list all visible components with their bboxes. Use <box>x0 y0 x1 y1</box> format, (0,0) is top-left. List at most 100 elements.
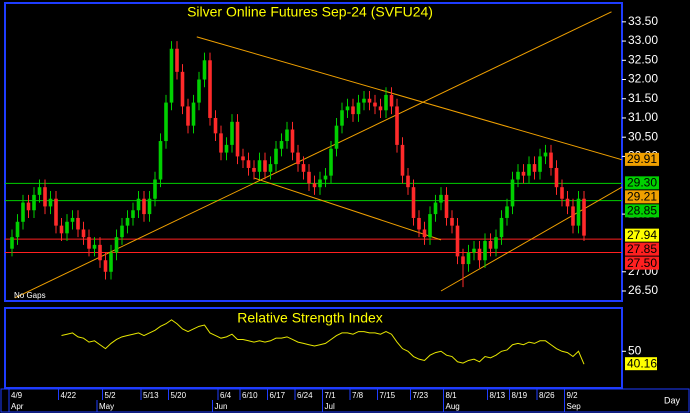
candle-body <box>488 241 493 249</box>
candle-body <box>10 237 14 249</box>
candle-body <box>351 106 355 115</box>
value-box-label: 28.85 <box>627 204 657 218</box>
value-box-label: 29.91 <box>627 152 657 166</box>
x-tick-label: 7/8 <box>352 391 364 400</box>
rsi-last-label: 40.16 <box>627 356 657 370</box>
candle-body <box>241 156 245 161</box>
candle-body <box>318 179 322 188</box>
value-box <box>625 152 659 166</box>
y-tick-label: 32.00 <box>628 72 658 86</box>
candle-body <box>180 71 185 107</box>
candle-body <box>417 217 421 230</box>
candle-body <box>54 198 58 226</box>
candle-body <box>109 252 113 272</box>
trendline <box>196 36 622 161</box>
candle-body <box>268 164 273 172</box>
candle-body <box>340 110 344 126</box>
x-tick-label: 7/23 <box>413 391 429 400</box>
candle-body <box>70 217 75 222</box>
candle-body <box>406 175 410 188</box>
rsi-last-box <box>625 357 657 371</box>
candle-body <box>131 210 135 218</box>
rsi-tick-label: 50 <box>628 343 642 357</box>
value-box <box>625 204 659 218</box>
candle-body <box>197 79 201 103</box>
candle-body <box>98 244 102 261</box>
x-tick-label: 5/13 <box>143 391 159 400</box>
candle-body <box>219 133 223 153</box>
candle-body <box>164 102 168 142</box>
corner-label: No Gaps <box>14 291 46 300</box>
y-tick-label: 26.50 <box>628 283 658 297</box>
y-tick-label: 33.00 <box>628 33 658 47</box>
value-box <box>625 176 659 190</box>
candle-body <box>384 94 388 111</box>
candle-body <box>477 248 482 261</box>
x-tick-label: 8/1 <box>446 391 458 400</box>
x-tick-label: 8/13 <box>490 391 506 400</box>
candle-body <box>527 164 531 176</box>
price-panel <box>4 2 623 302</box>
candle-body <box>65 221 69 234</box>
candle-body <box>257 160 262 172</box>
candle-body <box>32 194 36 211</box>
candle-body <box>428 214 432 238</box>
candle-body <box>499 217 504 238</box>
candle-body <box>301 164 306 172</box>
date-axis <box>0 388 690 413</box>
candle-body <box>450 217 454 226</box>
candle-body <box>307 171 311 184</box>
candle-body <box>538 156 542 172</box>
candle-body <box>15 221 20 238</box>
value-box <box>625 256 659 270</box>
candle-body <box>532 164 537 172</box>
value-box-label: 27.94 <box>627 228 657 242</box>
candle-body <box>235 121 240 157</box>
candle-body <box>213 117 218 134</box>
month-label: Aug <box>446 402 460 411</box>
candle-body <box>389 94 394 107</box>
price-plot <box>5 11 622 299</box>
candle-body <box>191 102 196 126</box>
candle-body <box>202 60 207 80</box>
candle-body <box>120 225 124 238</box>
candle-body <box>378 106 383 111</box>
x-tick-label: 5/20 <box>171 391 187 400</box>
candle-body <box>494 237 498 249</box>
x-tick-label: 6/10 <box>242 391 258 400</box>
candle-body <box>169 48 174 103</box>
candle-body <box>395 106 399 145</box>
candle-body <box>367 98 372 103</box>
x-tick-label: 6/4 <box>220 391 232 400</box>
value-box <box>625 242 659 256</box>
rsi-line <box>61 319 585 365</box>
candle-body <box>125 217 130 226</box>
candle-body <box>444 194 449 218</box>
value-box-label: 29.21 <box>627 190 657 204</box>
x-tick-label: 6/24 <box>297 391 313 400</box>
x-tick-label: 4/9 <box>11 391 23 400</box>
candle-body <box>516 171 520 180</box>
value-box-label: 27.85 <box>627 242 657 256</box>
candle-body <box>59 225 64 234</box>
candle-body <box>43 187 47 207</box>
candle-body <box>37 187 42 195</box>
value-box-label: 29.30 <box>627 176 657 190</box>
rsi-title: Relative Strength Index <box>237 310 383 326</box>
overlay: 26.5027.0028.5030.0030.5031.0031.5032.00… <box>8 14 659 412</box>
candle-body <box>87 237 91 249</box>
candle-body <box>571 206 575 226</box>
candle-body <box>274 148 278 165</box>
candle-body <box>224 144 229 153</box>
x-tick-label: 7/1 <box>325 391 337 400</box>
candle-body <box>505 206 509 218</box>
candle-body <box>422 229 427 238</box>
y-tick-label: 31.50 <box>628 91 658 105</box>
candle-body <box>362 98 366 103</box>
x-tick-label: 8/26 <box>539 391 555 400</box>
candle-body <box>521 171 526 176</box>
month-label: Jun <box>215 402 228 411</box>
candle-body <box>334 125 339 149</box>
